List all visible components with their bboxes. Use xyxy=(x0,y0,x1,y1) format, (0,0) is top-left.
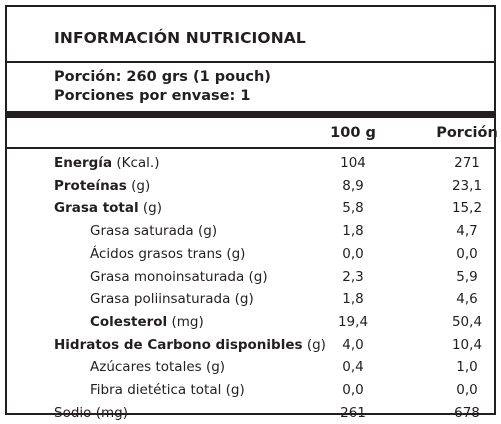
nutrient-label: Colesterol (mg) xyxy=(90,311,204,333)
nutrient-unit: (g) xyxy=(126,177,151,194)
nutrient-name: Sodio xyxy=(54,404,92,421)
nutrient-unit: (mg) xyxy=(167,313,204,330)
value-per-100g: 19,4 xyxy=(337,313,369,330)
value-per-portion: 15,2 xyxy=(451,200,483,217)
value-per-portion: 1,0 xyxy=(456,359,478,376)
value-per-100g: 0,0 xyxy=(342,382,364,398)
value-per-portion: 10,4 xyxy=(451,336,483,353)
nutrient-name: Azúcares totales xyxy=(90,359,202,376)
value-per-portion: 5,9 xyxy=(456,268,478,285)
nutrient-name: Hidratos de Carbono disponibles xyxy=(54,336,303,353)
panel-title: INFORMACIÓN NUTRICIONAL xyxy=(54,29,306,47)
value-per-100g: 261 xyxy=(340,404,366,421)
nutrient-row: Colesterol (mg) 19,4 50,4 xyxy=(7,311,494,333)
nutrient-unit: (g) xyxy=(221,382,245,398)
value-per-portion: 271 xyxy=(454,155,480,171)
value-per-100g: 1,8 xyxy=(342,223,364,240)
value-per-portion: 0,0 xyxy=(456,245,478,262)
value-per-100g: 104 xyxy=(340,155,366,171)
nutrient-row: Azúcares totales (g) 0,4 1,0 xyxy=(7,356,494,378)
serving-size: Porción: 260 grs (1 pouch) xyxy=(54,69,271,85)
value-per-100g: 2,3 xyxy=(342,268,364,285)
nutrient-label: Fibra dietética total (g) xyxy=(90,379,245,401)
nutrient-unit: (g) xyxy=(230,291,254,308)
value-per-100g: 8,9 xyxy=(342,177,364,194)
nutrient-label: Energía (Kcal.) xyxy=(54,152,159,174)
nutrient-unit: (Kcal.) xyxy=(112,155,160,171)
nutrient-name: Grasa monoinsaturada xyxy=(90,268,245,285)
nutrient-row: Proteínas (g) 8,9 23,1 xyxy=(7,175,494,197)
value-per-portion: 4,7 xyxy=(456,223,478,240)
nutrient-row: Grasa saturada (g) 1,8 4,7 xyxy=(7,220,494,242)
nutrient-label: Proteínas (g) xyxy=(54,175,150,197)
column-header-portion: Porción xyxy=(436,125,498,141)
nutrient-row: Grasa monoinsaturada (g) 2,3 5,9 xyxy=(7,266,494,288)
divider-header xyxy=(7,147,494,149)
nutrient-name: Energía xyxy=(54,155,113,171)
nutrient-unit: (g) xyxy=(244,268,268,285)
column-header-100g: 100 g xyxy=(330,125,376,141)
nutrient-label: Ácidos grasos trans (g) xyxy=(90,243,245,265)
nutrient-unit: (g) xyxy=(193,223,218,240)
nutrient-name: Colesterol xyxy=(90,313,168,330)
nutrient-row: Fibra dietética total (g) 0,0 0,0 xyxy=(7,379,494,401)
divider-thick xyxy=(7,111,494,118)
nutrient-name: Fibra dietética total xyxy=(90,382,222,398)
nutrient-name: Grasa total xyxy=(54,200,139,217)
value-per-portion: 678 xyxy=(454,404,480,421)
value-per-portion: 0,0 xyxy=(456,382,478,398)
nutrient-unit: (g) xyxy=(201,359,226,376)
nutrient-name: Grasa saturada xyxy=(90,223,194,240)
value-per-100g: 4,0 xyxy=(342,336,364,353)
nutrient-unit: (g) xyxy=(302,336,326,353)
nutrient-name: Grasa poliinsaturada xyxy=(90,291,231,308)
value-per-100g: 5,8 xyxy=(342,200,364,217)
value-per-portion: 23,1 xyxy=(451,177,483,194)
nutrient-row: Hidratos de Carbono disponibles (g) 4,0 10… xyxy=(7,334,494,356)
value-per-portion: 50,4 xyxy=(451,313,483,330)
value-per-100g: 0,4 xyxy=(342,359,364,376)
nutrition-facts-panel: INFORMACIÓN NUTRICIONAL Porción: 260 grs… xyxy=(5,5,498,421)
nutrient-row: Ácidos grasos trans (g) 0,0 0,0 xyxy=(7,243,494,265)
nutrient-row: Energía (Kcal.) 104 271 xyxy=(7,152,494,174)
nutrient-row: Grasa total (g) 5,8 15,2 xyxy=(7,197,494,219)
nutrient-name: Proteínas xyxy=(54,177,127,194)
nutrient-label: Hidratos de Carbono disponibles (g) xyxy=(54,334,326,356)
nutrient-row: Sodio (mg) 261 678 xyxy=(7,402,494,424)
nutrient-label: Sodio (mg) xyxy=(54,402,128,424)
nutrient-row: Grasa poliinsaturada (g) 1,8 4,6 xyxy=(7,288,494,310)
value-per-100g: 0,0 xyxy=(342,245,364,262)
divider-title xyxy=(7,61,494,63)
nutrient-label: Grasa total (g) xyxy=(54,197,162,219)
nutrient-unit: (mg) xyxy=(91,404,128,421)
nutrient-label: Grasa saturada (g) xyxy=(90,220,217,242)
servings-per-package: Porciones por envase: 1 xyxy=(54,88,251,104)
nutrient-label: Azúcares totales (g) xyxy=(90,356,225,378)
value-per-portion: 4,6 xyxy=(456,291,478,308)
nutrient-name: Ácidos grasos trans xyxy=(90,245,223,262)
value-per-100g: 1,8 xyxy=(342,291,364,308)
nutrient-unit: (g) xyxy=(222,245,246,262)
nutrient-unit: (g) xyxy=(138,200,163,217)
nutrient-label: Grasa monoinsaturada (g) xyxy=(90,266,268,288)
nutrient-label: Grasa poliinsaturada (g) xyxy=(90,288,254,310)
